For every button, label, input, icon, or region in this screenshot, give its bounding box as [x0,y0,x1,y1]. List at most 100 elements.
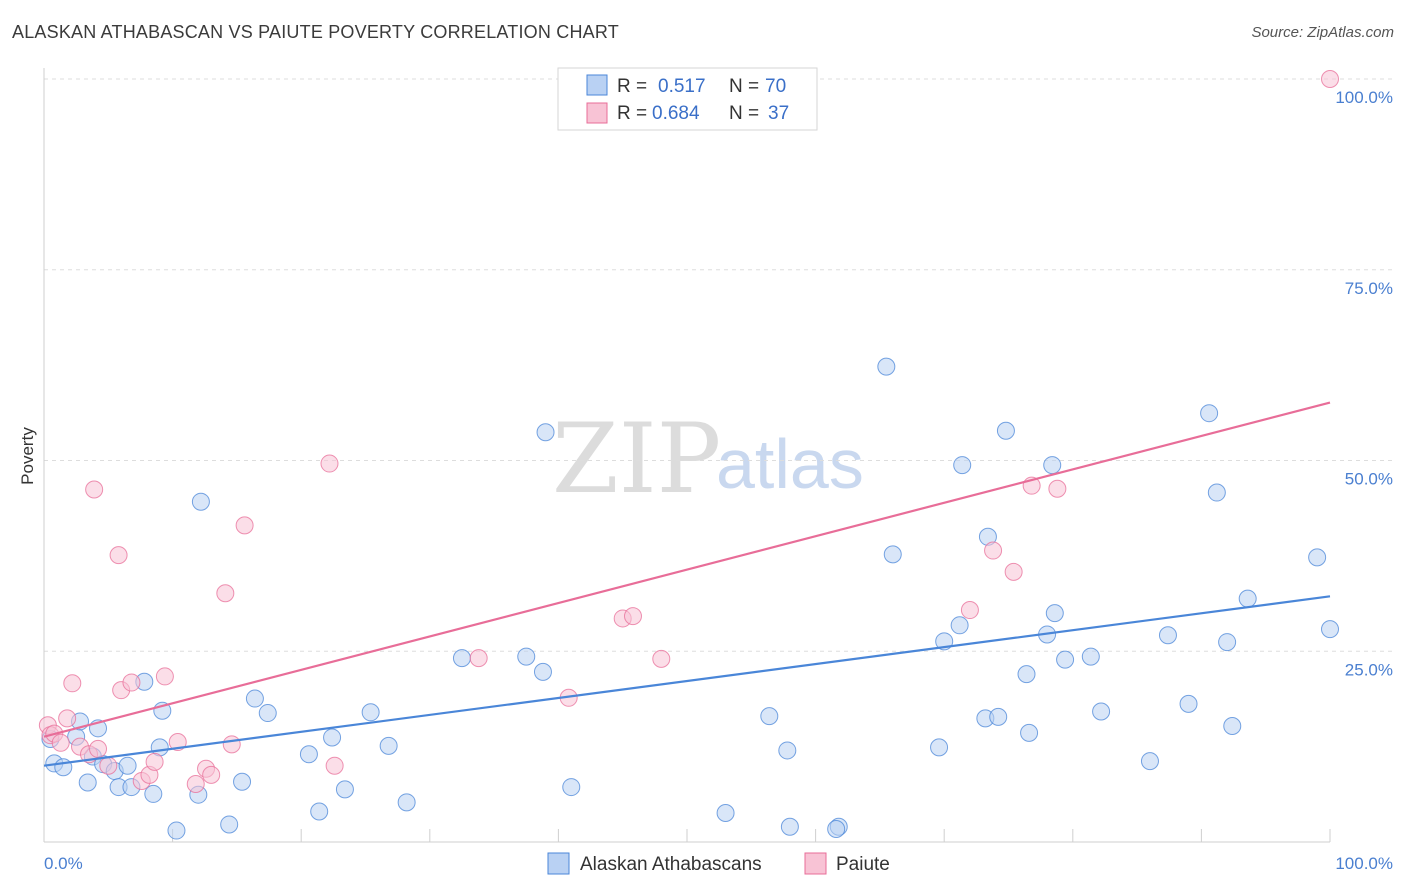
legend-r-label-1: R = [617,76,647,97]
point-paiute-34 [1004,562,1023,581]
point-alaskan-athabascans-55 [1045,604,1064,623]
point-alaskan-athabascans-43 [883,545,902,564]
point-alaskan-athabascans-5 [78,773,97,792]
point-alaskan-athabascans-65 [1218,633,1237,652]
point-alaskan-athabascans-60 [1140,752,1159,771]
point-alaskan-athabascans-26 [323,728,342,747]
point-paiute-21 [202,765,221,784]
point-paiute-3 [51,733,70,752]
point-alaskan-athabascans-58 [1081,647,1100,666]
point-alaskan-athabascans-11 [118,756,137,775]
point-paiute-10 [99,756,118,775]
point-alaskan-athabascans-29 [379,736,398,755]
point-alaskan-athabascans-25 [310,802,329,821]
y-axis-label: Poverty [18,427,37,485]
y-tick-label-50: 50.0% [1345,470,1393,489]
point-alaskan-athabascans-22 [245,689,264,708]
point-paiute-4 [58,709,77,728]
point-paiute-18 [168,733,187,752]
series-alaskan-athabascans-points [41,357,1339,840]
point-alaskan-athabascans-41 [827,820,846,839]
series-legend: Alaskan Athabascans Paiute [547,852,890,875]
point-alaskan-athabascans-56 [1043,456,1062,475]
chart-title: ALASKAN ATHABASCAN VS PAIUTE POVERTY COR… [12,22,619,42]
point-alaskan-athabascans-62 [1179,694,1198,713]
point-alaskan-athabascans-27 [335,780,354,799]
point-paiute-17 [155,667,174,686]
point-alaskan-athabascans-21 [233,772,252,791]
point-alaskan-athabascans-47 [953,456,972,475]
point-alaskan-athabascans-67 [1238,589,1257,608]
point-alaskan-athabascans-23 [258,704,277,723]
correlation-legend: R = 0.517 N = 70 R = 0.684 N = 37 [557,67,818,131]
point-alaskan-athabascans-31 [452,649,471,668]
trend-lines [43,401,1331,767]
point-alaskan-athabascans-35 [562,778,581,797]
legend-r-value-2: 0.684 [652,103,700,124]
watermark-atlas: atlas [716,425,864,503]
point-alaskan-athabascans-42 [877,357,896,376]
source-label: Source: ZipAtlas.com [1251,24,1394,41]
watermark-zip: ZIP [552,403,721,515]
point-alaskan-athabascans-52 [1020,723,1039,742]
legend-r-value-1: 0.517 [658,76,706,97]
point-alaskan-athabascans-68 [1308,548,1327,567]
point-paiute-32 [960,601,979,620]
point-alaskan-athabascans-39 [778,741,797,760]
point-alaskan-athabascans-20 [220,815,239,834]
x-tick-label-max: 100.0% [1335,854,1393,873]
y-tick-label-75: 75.0% [1345,279,1393,298]
x-tick-label-min: 0.0% [44,854,83,873]
point-paiute-36 [1048,479,1067,498]
legend-swatch-series1 [586,74,608,96]
trend-line-paiute [43,401,1331,738]
gridlines [44,78,1394,652]
point-alaskan-athabascans-59 [1092,702,1111,721]
legend-n-label-2: N = [729,103,759,124]
legend-n-value-2: 37 [768,103,789,124]
point-paiute-22 [216,584,235,603]
point-paiute-27 [469,649,488,668]
point-alaskan-athabascans-24 [299,745,318,764]
series-paiute-points [38,70,1339,794]
point-paiute-25 [320,454,339,473]
legend-r-label-2: R = [617,103,647,124]
bottom-legend-label-series2: Paiute [836,854,890,875]
point-paiute-23 [222,735,241,754]
legend-n-value-1: 70 [765,76,786,97]
point-alaskan-athabascans-69 [1321,620,1339,639]
point-alaskan-athabascans-33 [533,662,552,681]
point-paiute-31 [652,649,671,668]
point-paiute-30 [623,607,642,626]
point-alaskan-athabascans-61 [1158,626,1177,645]
point-alaskan-athabascans-51 [996,421,1015,440]
point-paiute-11 [109,546,128,565]
trend-line-alaskan-athabascans [43,595,1331,767]
point-alaskan-athabascans-44 [930,738,949,757]
point-alaskan-athabascans-14 [144,784,163,803]
point-alaskan-athabascans-28 [361,703,380,722]
bottom-legend-label-series1: Alaskan Athabascans [580,854,762,875]
y-tick-label-25: 25.0% [1345,660,1393,679]
bottom-legend-swatch-series2 [804,852,827,875]
point-alaskan-athabascans-17 [167,821,186,840]
legend-swatch-series2 [586,102,608,124]
point-alaskan-athabascans-46 [950,616,969,635]
point-paiute-37 [1321,70,1339,88]
legend-n-label-1: N = [729,76,759,97]
point-paiute-8 [85,480,104,499]
point-alaskan-athabascans-63 [1200,404,1219,423]
point-paiute-16 [145,752,164,771]
point-paiute-33 [984,541,1003,560]
point-alaskan-athabascans-57 [1056,650,1075,669]
y-tick-labels: 100.0% 75.0% 50.0% 25.0% [1335,88,1393,679]
point-alaskan-athabascans-32 [517,647,536,666]
point-alaskan-athabascans-50 [989,707,1008,726]
point-alaskan-athabascans-30 [397,793,416,812]
point-alaskan-athabascans-19 [191,492,210,511]
point-alaskan-athabascans-37 [716,804,735,823]
point-alaskan-athabascans-38 [780,817,799,836]
y-tick-label-100: 100.0% [1335,88,1393,107]
point-paiute-9 [89,739,108,758]
